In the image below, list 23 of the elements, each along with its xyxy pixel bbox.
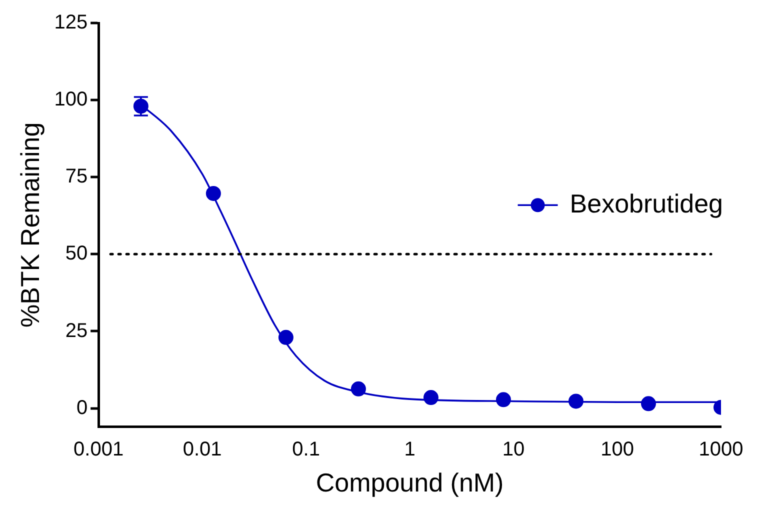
x-tick-label: 10 — [502, 438, 525, 460]
y-tick-label: 0 — [76, 396, 88, 419]
legend-label: Bexobrutideg — [570, 188, 724, 218]
y-tick-label: 50 — [65, 242, 88, 265]
point — [568, 394, 584, 409]
point — [350, 381, 366, 396]
point — [423, 390, 438, 406]
x-tick-label: 1 — [404, 438, 416, 460]
x-tick-label: 0.01 — [182, 438, 222, 460]
y-tick-label: 100 — [54, 88, 88, 111]
x-tick-label: 0.001 — [74, 438, 124, 460]
point — [496, 392, 511, 408]
x-tick-label: 100 — [600, 438, 634, 460]
y-tick-label: 25 — [65, 320, 88, 342]
x-axis-title: Compound (nM) — [316, 468, 504, 498]
point — [278, 330, 294, 345]
y-tick-label: 75 — [65, 166, 88, 188]
y-tick-label: 125 — [54, 12, 88, 34]
y-axis-title: %BTK Remaining — [14, 122, 45, 328]
x-tick-label: 0.1 — [292, 438, 320, 460]
point — [640, 396, 656, 412]
point — [206, 186, 221, 201]
x-tick-label: 1000 — [698, 438, 744, 460]
